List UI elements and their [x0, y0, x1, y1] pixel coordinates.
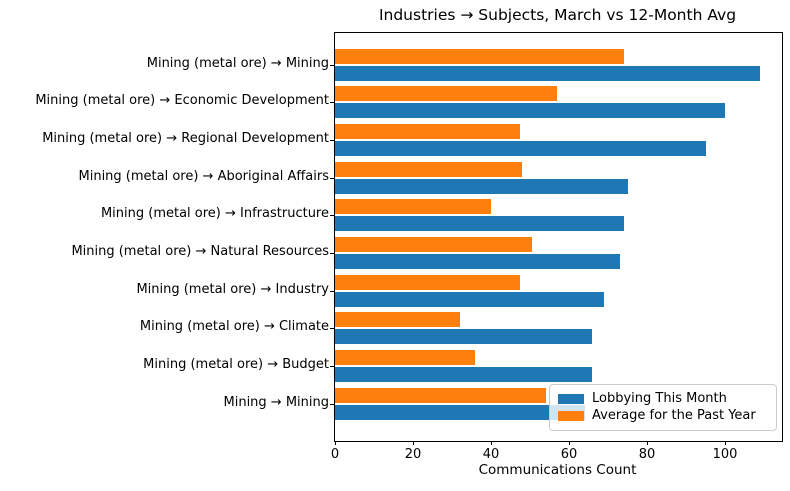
y-tick-mark — [330, 139, 334, 141]
bar-lobbying-this-month — [335, 254, 620, 269]
bar-average-past-year — [335, 161, 523, 177]
x-tick-label: 100 — [712, 447, 738, 462]
y-tick-label: Mining (metal ore) → Natural Resources — [71, 244, 329, 259]
legend-swatch-blue-icon — [558, 393, 584, 404]
bar-lobbying-this-month — [335, 178, 628, 194]
plot-area: 0 20 40 60 80 100 Lobbying This Month Average… — [330, 32, 783, 462]
x-tick-mark — [413, 441, 414, 445]
y-tick-label: Mining → Mining — [223, 394, 330, 410]
bar-average-past-year — [335, 48, 624, 64]
bar-average-past-year — [335, 123, 521, 139]
legend-swatch-orange-icon — [558, 410, 584, 421]
bar-lobbying-this-month — [335, 140, 706, 156]
y-tick-mark — [330, 290, 334, 292]
x-axis-label: Communications Count — [478, 462, 637, 478]
x-tick-mark — [569, 441, 570, 445]
bar-average-past-year — [335, 199, 491, 215]
x-tick-mark — [647, 441, 648, 445]
bar-lobbying-this-month — [335, 367, 593, 383]
y-tick-label: Mining (metal ore) → Climate — [139, 319, 329, 335]
y-tick-mark — [330, 215, 334, 217]
bar-average-past-year — [335, 86, 558, 102]
bar-lobbying-this-month — [335, 65, 761, 81]
x-tick-mark — [725, 441, 726, 445]
bar-average-past-year — [335, 387, 546, 403]
y-tick-label: Mining (metal ore) → Mining — [146, 55, 329, 71]
x-tick-label: 60 — [560, 447, 578, 462]
x-tick-mark — [335, 441, 336, 445]
bar-average-past-year — [335, 237, 532, 252]
x-tick-label: 0 — [330, 447, 340, 462]
bar-lobbying-this-month — [335, 404, 585, 420]
bar-lobbying-this-month — [335, 329, 593, 345]
y-tick-label: Mining (metal ore) → Regional Developmen… — [42, 130, 329, 146]
bar-average-past-year — [335, 274, 521, 290]
x-tick-label: 80 — [638, 447, 656, 462]
y-tick-label: Mining (metal ore) → Budget — [143, 357, 329, 373]
legend-entry-this-month: Lobbying This Month — [558, 390, 768, 407]
y-tick-mark — [330, 366, 334, 368]
x-tick-label: 40 — [482, 447, 500, 462]
legend-entry-past-year: Average for the Past Year — [558, 407, 768, 424]
y-tick-label: Mining (metal ore) → Infrastructure — [100, 206, 329, 222]
legend: Lobbying This Month Average for the Past… — [549, 384, 777, 431]
y-tick-mark — [330, 253, 334, 254]
y-tick-label: Mining (metal ore) → Aboriginal Affairs — [78, 168, 330, 184]
chart-title: Industries → Subjects, March vs 12-Month… — [378, 6, 737, 24]
y-tick-label: Mining (metal ore) → Industry — [136, 281, 329, 297]
y-tick-mark — [330, 64, 334, 66]
y-tick-mark — [330, 177, 334, 179]
bar-average-past-year — [335, 350, 476, 366]
y-tick-mark — [330, 328, 334, 330]
y-tick-label: Mining (metal ore) → Economic Developmen… — [35, 93, 329, 109]
y-tick-mark — [330, 403, 334, 405]
bar-lobbying-this-month — [335, 103, 725, 119]
legend-label: Average for the Past Year — [592, 408, 756, 423]
legend-label: Lobbying This Month — [592, 391, 727, 406]
y-tick-mark — [330, 102, 334, 104]
x-tick-mark — [491, 441, 492, 445]
bar-lobbying-this-month — [335, 291, 605, 307]
bar-lobbying-this-month — [335, 216, 624, 232]
bar-average-past-year — [335, 312, 460, 328]
x-tick-label: 20 — [404, 447, 422, 462]
